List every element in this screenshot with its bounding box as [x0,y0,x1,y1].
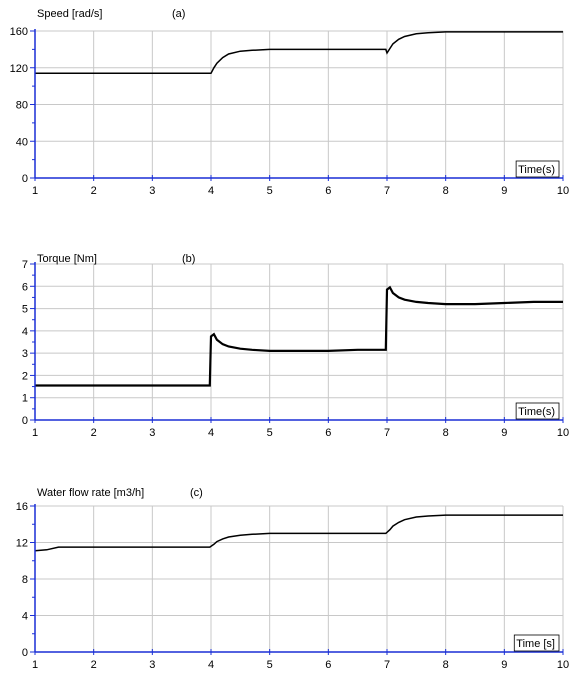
x-tick-label: 3 [149,427,155,439]
x-tick-label: 8 [443,427,449,439]
x-tick-label: 10 [557,427,569,439]
x-tick-label: 1 [32,659,38,671]
x-tick-label: 5 [267,427,273,439]
x-tick-label: 10 [557,659,569,671]
y-tick-label: 0 [22,415,28,427]
x-tick-label: 3 [149,185,155,197]
y-tick-label: 8 [22,574,28,586]
y-tick-label: 4 [22,611,28,623]
x-tick-label: 1 [32,427,38,439]
x-tick-label: 1 [32,185,38,197]
series-line [34,514,563,552]
y-axis-label: Water flow rate [m3/h] [37,487,144,499]
y-tick-label: 16 [16,501,28,513]
y-tick-label: 80 [16,100,28,112]
x-tick-label: 9 [501,185,507,197]
y-tick-label: 7 [22,259,28,271]
y-tick-label: 4 [22,326,28,338]
y-tick-label: 0 [22,173,28,185]
x-tick-label: 9 [501,659,507,671]
x-tick-label: 7 [384,659,390,671]
x-tick-label: 4 [208,185,214,197]
y-tick-label: 3 [22,348,28,360]
x-tick-label: 9 [501,427,507,439]
panel-label: (b) [182,253,195,265]
x-tick-label: 6 [325,659,331,671]
x-tick-label: 10 [557,185,569,197]
y-tick-label: 120 [10,63,28,75]
x-tick-label: 5 [267,185,273,197]
x-axis-label: Time(s) [518,164,555,176]
x-axis-label-box [513,634,560,652]
y-tick-label: 160 [10,26,28,38]
panel-label: (c) [190,487,203,499]
y-axis-label: Torque [Nm] [37,253,97,265]
x-tick-label: 2 [91,427,97,439]
chart-panel-1: 1 2 3 4 5 6 7 8 9 10 0 40 80 120 160 Speed [rad/s] (a) Ti… [10,8,569,197]
panel-label: (a) [172,8,185,20]
x-tick-label: 3 [149,659,155,671]
y-tick-label: 5 [22,304,28,316]
x-tick-label: 6 [325,427,331,439]
series-line [35,31,563,75]
y-tick-label: 6 [22,281,28,293]
y-tick-label: 1 [22,393,28,405]
x-tick-label: 2 [91,659,97,671]
x-axis-label: Time [s] [516,638,555,650]
x-tick-label: 2 [91,185,97,197]
x-tick-label: 8 [443,659,449,671]
x-tick-label: 4 [208,427,214,439]
y-tick-label: 0 [22,647,28,659]
x-axis-label-box [515,402,560,420]
x-tick-label: 5 [267,659,273,671]
x-tick-label: 8 [443,185,449,197]
x-tick-label: 6 [325,185,331,197]
series-line [35,285,563,387]
y-tick-label: 40 [16,136,28,148]
y-tick-label: 12 [16,538,28,550]
x-tick-label: 7 [384,427,390,439]
y-axis-label: Speed [rad/s] [37,8,102,20]
x-axis-label: Time(s) [518,406,555,418]
x-tick-label: 7 [384,185,390,197]
x-axis-label-box [515,160,560,178]
y-tick-label: 2 [22,370,28,382]
x-tick-label: 4 [208,659,214,671]
